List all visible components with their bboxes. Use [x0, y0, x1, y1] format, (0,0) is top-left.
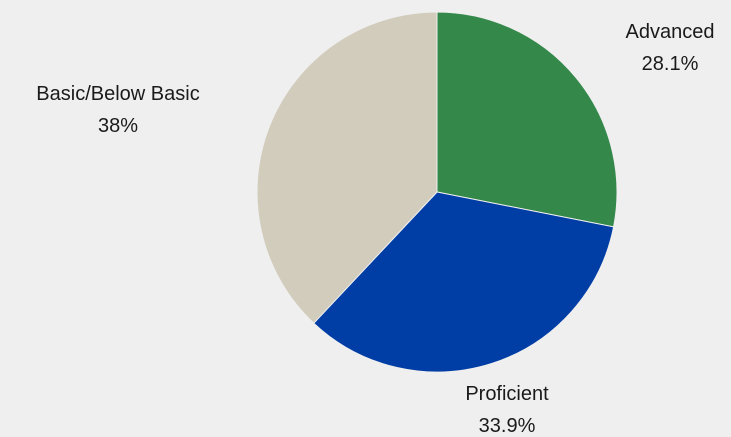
slice-value-proficient: 33.9% — [479, 415, 536, 437]
pie-slice-advanced — [436, 11, 618, 228]
pie-slice-proficient — [313, 191, 615, 373]
slice-label-advanced: Advanced — [626, 21, 715, 43]
labels-layer: Advanced 28.1% Proficient 33.9% Basic/Below … — [36, 21, 714, 437]
slice-value-basic-below-basic: 38% — [98, 115, 138, 137]
pie-slice-basic-below-basic — [256, 11, 438, 324]
slice-label-basic-below-basic: Basic/Below Basic — [36, 83, 199, 105]
slice-label-proficient: Proficient — [465, 383, 549, 405]
slices-layer — [256, 11, 618, 373]
slice-value-advanced: 28.1% — [642, 53, 699, 75]
